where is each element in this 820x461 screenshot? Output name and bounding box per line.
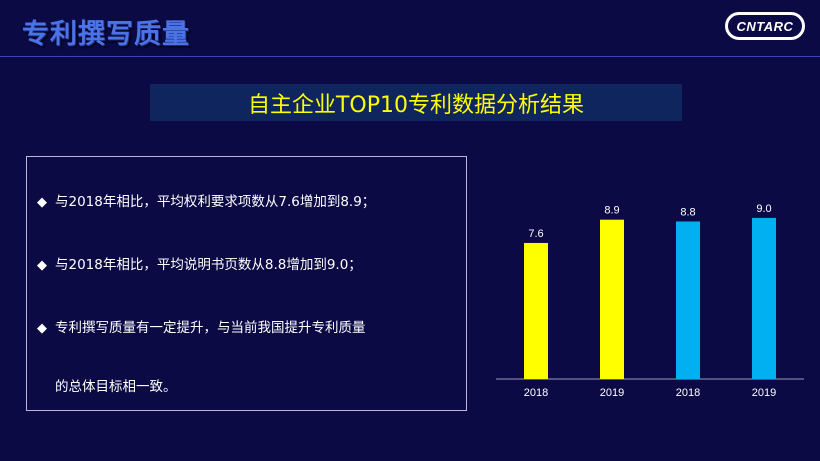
bar-2 [676,221,700,379]
bullet-item-claims: ◆ 与2018年相比，平均权利要求项数从7.6增加到8.9； [37,190,375,210]
data-label-0: 7.6 [528,228,543,240]
data-label-3: 9.0 [756,203,771,215]
cntarc-logo: CNTARC [725,12,805,40]
section-banner: 自主企业TOP10专利数据分析结果 [150,84,682,121]
data-label-2: 8.8 [680,206,695,218]
banner-title: 自主企业TOP10专利数据分析结果 [247,92,585,118]
findings-textbox: ◆ 与2018年相比，平均权利要求项数从7.6增加到8.9； ◆ 与2018年相比，… [26,156,467,411]
bar-1 [600,219,624,379]
bullet-text: 与2018年相比，平均权利要求项数从7.6增加到8.9； [55,194,376,210]
diamond-bullet-icon: ◆ [37,195,47,210]
x-tick-label-2: 2018 [676,387,700,399]
diamond-bullet-icon: ◆ [37,258,47,273]
bullet-text: 与2018年相比，平均说明书页数从8.8增加到9.0； [55,257,362,273]
page-title: 专利撰写质量 [22,19,190,50]
header-divider [0,56,820,57]
x-tick-label-0: 2018 [524,387,548,399]
bullet-item-quality: ◆ 专利撰写质量有一定提升，与当前我国提升专利质量 [37,316,366,336]
logo-text: CNTARC [736,18,794,34]
bar-0 [524,242,548,379]
bullet-item-pages: ◆ 与2018年相比，平均说明书页数从8.8增加到9.0； [37,253,362,273]
bar-chart: 7.6 2018 8.9 2019 8.8 2018 9.0 2019 [496,203,804,399]
data-label-1: 8.9 [604,205,619,217]
bullet-text: 专利撰写质量有一定提升，与当前我国提升专利质量 [55,320,366,336]
diamond-bullet-icon: ◆ [37,321,47,336]
x-tick-label-1: 2019 [600,387,624,399]
x-tick-label-3: 2019 [752,387,776,399]
bullet-continuation: 的总体目标相一致。 [55,379,177,395]
bar-3 [752,217,776,379]
